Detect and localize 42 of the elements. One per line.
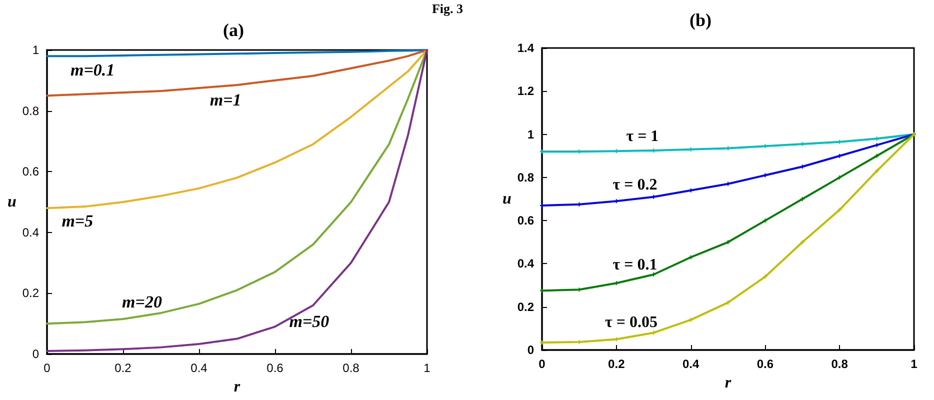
y-tick-label: 0.6 [517,214,534,228]
y-tick-label: 1 [527,127,534,142]
y-tick-label: 0.2 [517,300,534,314]
x-axis-title: r [724,374,732,392]
x-tick-label: 0.8 [342,361,360,375]
series-label: m=1 [210,90,242,110]
series-label: m=0.1 [70,60,115,80]
x-tick-label: 1 [424,361,431,375]
y-tick-label: 1.4 [517,41,534,55]
chart-title: (a) [223,20,244,40]
series-label: τ = 1 [626,128,659,146]
y-tick-label: 0.8 [517,170,534,184]
x-tick-label: 0.2 [114,361,132,375]
x-tick-label: 0 [44,361,51,375]
x-axis-title: r [234,378,241,396]
y-tick-label: 0 [32,347,40,361]
chart-title: (b) [690,10,712,30]
x-tick-label: 0.2 [608,357,626,371]
y-tick-label: 0 [527,343,534,357]
y-axis-title: u [502,190,512,208]
x-tick-label: 0.4 [682,357,700,371]
y-tick-label: 0.6 [22,164,40,179]
x-tick-label: 1 [910,357,918,371]
caption: Fig. 3 [432,1,464,16]
series-label: m=20 [122,292,162,312]
x-tick-label: 0 [538,357,546,371]
x-tick-label: 0.8 [831,357,848,371]
y-tick-label: 0.2 [22,286,40,300]
y-tick-label: 0.4 [517,256,534,271]
series-label: m=5 [62,211,94,230]
series-label: τ = 0.1 [612,256,658,274]
x-tick-label: 0.6 [756,357,774,371]
y-tick-label: 0.4 [22,225,40,240]
y-tick-label: 1 [32,43,40,57]
series-label: τ = 0.2 [612,176,658,194]
y-axis-title: u [8,194,17,210]
x-tick-label: 0.4 [190,361,208,375]
series-label: m=50 [289,312,330,331]
x-tick-label: 0.6 [266,361,284,375]
y-tick-label: 1.2 [517,84,534,98]
series-label: τ = 0.05 [605,314,658,332]
y-tick-label: 0.8 [22,104,40,118]
